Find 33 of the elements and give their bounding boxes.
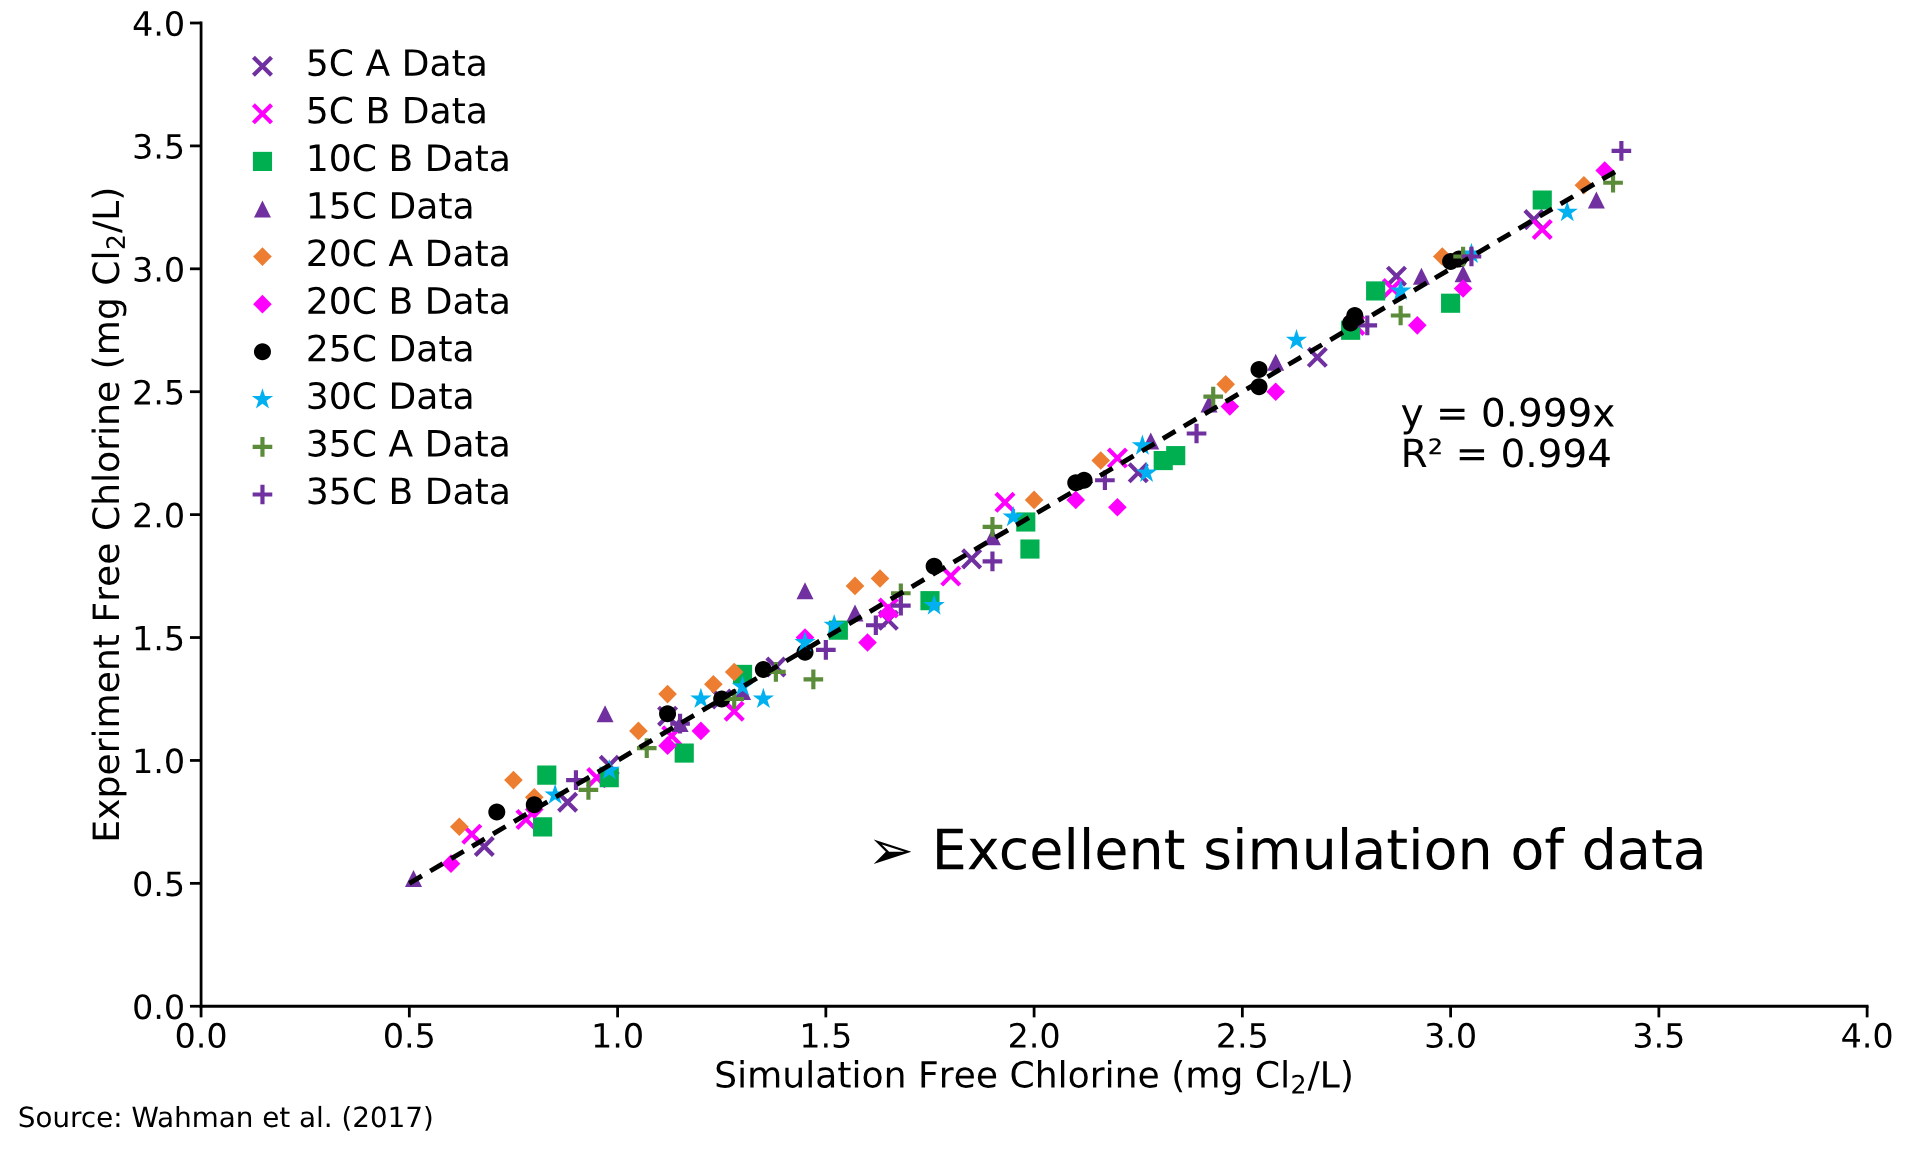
legend-label: 20C B Data xyxy=(308,286,508,315)
x-tick-label: 2.5 xyxy=(1218,1022,1266,1049)
legend-label: 20C A Data xyxy=(308,239,508,267)
y-tick-label: 2.5 xyxy=(134,379,183,405)
legend-label: 35C B Data xyxy=(308,477,508,505)
legend-label: 15C Data xyxy=(309,191,472,219)
x-tick-label: 3.0 xyxy=(1426,1022,1475,1049)
y-tick-label: 4.0 xyxy=(133,10,183,37)
y-tick-label: 1.5 xyxy=(135,625,183,651)
y-tick-label: 2.0 xyxy=(134,502,183,528)
legend-label: 5C A Data xyxy=(308,48,485,77)
y-tick-label: 3.5 xyxy=(134,133,183,160)
x-tick-label: 1.5 xyxy=(803,1023,850,1049)
x-tick-label: 1.0 xyxy=(594,1022,642,1049)
y-axis-title: Experiment Free Chlorine (mg Cl$_{2}$/L) xyxy=(91,189,127,840)
annotation: y = 0.999x R² = 0.994 xyxy=(1401,397,1615,468)
x-tick-label: 4.0 xyxy=(1842,1022,1892,1049)
x-tick-label: 3.5 xyxy=(1634,1022,1683,1049)
legend-label: 25C Data xyxy=(308,334,472,362)
y-tick-label: 1.0 xyxy=(135,748,183,774)
y-tick-label: 0.0 xyxy=(134,994,183,1020)
x-tick-label: 0.0 xyxy=(176,1022,226,1049)
x-tick-label: 2.0 xyxy=(1010,1022,1059,1049)
legend-label: 30C Data xyxy=(308,382,472,410)
y-tick-label: 3.0 xyxy=(134,256,183,282)
legend-label: 35C A Data xyxy=(308,429,508,457)
annotation: ➢ Excellent simulation of data xyxy=(873,826,1702,870)
legend-label: 10C B Data xyxy=(309,144,508,172)
x-axis-title: Simulation Free Chlorine (mg Cl$_{2}$/L) xyxy=(716,1060,1351,1095)
source-note: Source: Wahman et al. (2017) xyxy=(19,1105,432,1131)
x-tick-label: 0.5 xyxy=(385,1022,433,1049)
y-tick-label: 0.5 xyxy=(134,871,183,897)
legend-label: 5C B Data xyxy=(308,96,485,124)
